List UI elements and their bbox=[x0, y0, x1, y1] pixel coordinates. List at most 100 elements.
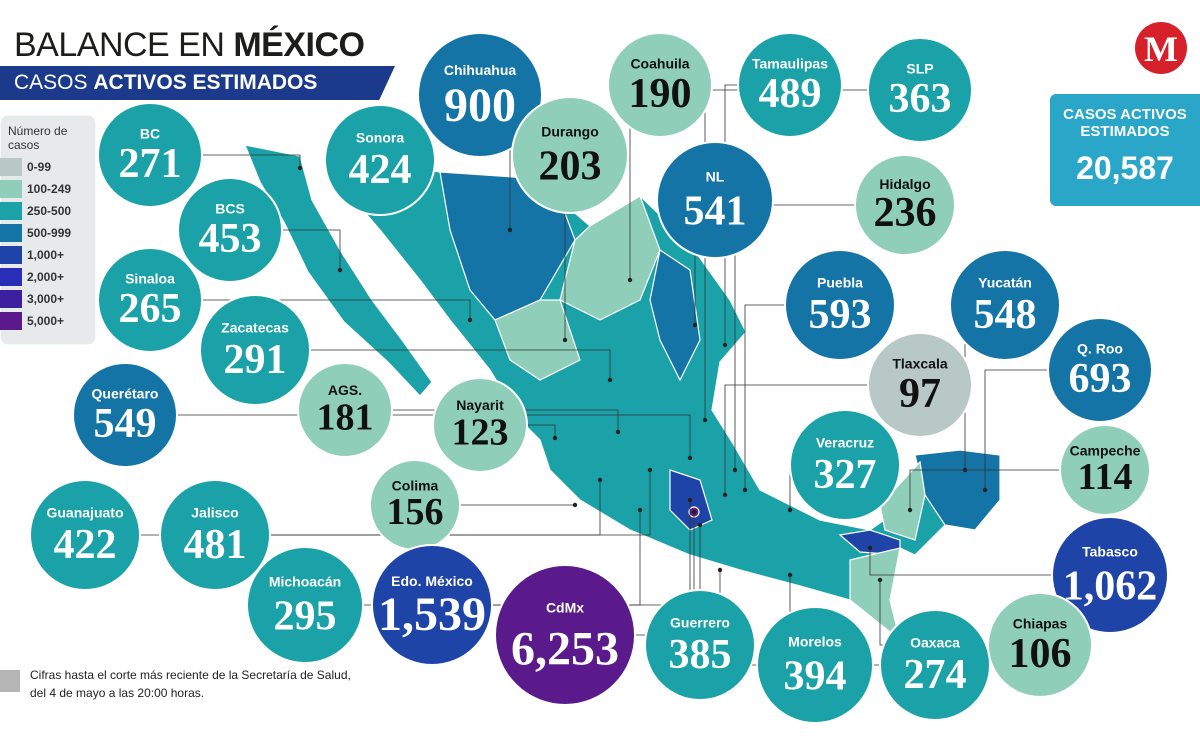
footnote: Cifras hasta el corte más reciente de la… bbox=[30, 668, 351, 700]
state-name: Puebla bbox=[817, 274, 863, 290]
legend: 0-99 100-249 250-500 500-999 1,000+ 2,000+ 3,0… bbox=[0, 158, 71, 330]
state-name: Sonora bbox=[356, 129, 404, 145]
state-bubble bbox=[97, 247, 203, 353]
state-name: BCS bbox=[215, 200, 245, 216]
connector-dot bbox=[572, 502, 578, 508]
legend-label: 1,000+ bbox=[27, 248, 64, 262]
connector-dot bbox=[787, 507, 793, 513]
state-name: Nayarit bbox=[456, 397, 504, 413]
state-bubble bbox=[987, 592, 1093, 698]
connector-dot bbox=[337, 267, 343, 273]
state-value: 593 bbox=[809, 292, 872, 338]
state-bubble bbox=[417, 32, 543, 158]
subtitle-light: CASOS bbox=[14, 71, 88, 94]
logo: M bbox=[1135, 22, 1187, 74]
state-bubble bbox=[511, 96, 629, 214]
state-bubble bbox=[949, 249, 1061, 361]
subtitle-bold: ACTIVOS ESTIMADOS bbox=[93, 71, 318, 94]
legend-label: 3,000+ bbox=[27, 292, 64, 306]
campeche-shape bbox=[879, 460, 926, 541]
connector-dot bbox=[597, 477, 603, 483]
state-name: Hidalgo bbox=[879, 176, 930, 192]
state-name: Tabasco bbox=[1082, 543, 1138, 559]
connector bbox=[255, 349, 611, 380]
state-value: 327 bbox=[814, 452, 877, 498]
state-value: 1,062 bbox=[1063, 563, 1158, 609]
state-name: Coahuila bbox=[630, 55, 689, 71]
legend-swatch bbox=[0, 312, 22, 330]
state-name: Querétaro bbox=[92, 385, 159, 401]
state-name: Sinaloa bbox=[125, 270, 175, 286]
state-name: Chiapas bbox=[1013, 615, 1068, 631]
state-bubble bbox=[199, 294, 311, 406]
legend-label: 250-500 bbox=[27, 204, 71, 218]
state-value: 6,253 bbox=[511, 622, 619, 675]
connector-dot bbox=[742, 487, 748, 493]
state-name: Guerrero bbox=[670, 614, 730, 630]
state-bubble bbox=[756, 606, 874, 724]
state-value: 203 bbox=[539, 143, 602, 189]
state-value: 1,539 bbox=[378, 588, 486, 641]
state-name: Jalisco bbox=[191, 504, 238, 520]
state-bubble bbox=[297, 362, 393, 458]
connector-dot bbox=[692, 322, 698, 328]
footnote-marker bbox=[0, 670, 20, 692]
state-value: 114 bbox=[1078, 456, 1133, 498]
connector-dot bbox=[697, 522, 703, 528]
connector-dot bbox=[607, 377, 613, 383]
chiapas-shape bbox=[849, 547, 902, 642]
state-name: Oaxaca bbox=[910, 634, 960, 650]
connector-dot bbox=[722, 342, 728, 348]
title: BALANCE EN MÉXICO bbox=[14, 26, 365, 65]
connector bbox=[215, 480, 601, 536]
state-bubble bbox=[29, 479, 141, 591]
state-name: Guanajuato bbox=[46, 504, 123, 520]
connector-dot bbox=[552, 435, 558, 441]
connector-dot bbox=[867, 545, 873, 551]
legend-label: 0-99 bbox=[27, 160, 51, 174]
legend-label: 500-999 bbox=[27, 226, 71, 240]
state-name: Zacatecas bbox=[221, 319, 289, 335]
state-bubble bbox=[246, 546, 364, 664]
state-value: 541 bbox=[684, 188, 747, 234]
connector-dot bbox=[877, 577, 883, 583]
connector-dot bbox=[907, 507, 913, 513]
title-bold: MÉXICO bbox=[233, 26, 365, 64]
total-label: CASOS ACTIVOS ESTIMADOS bbox=[1063, 106, 1187, 140]
state-bubble bbox=[177, 177, 283, 283]
connector-dot bbox=[691, 509, 697, 515]
connector-dot bbox=[647, 467, 653, 473]
state-value: 385 bbox=[669, 632, 732, 678]
connector bbox=[909, 469, 1105, 510]
legend-swatch bbox=[0, 224, 22, 242]
subtitle: CASOS ACTIVOS ESTIMADOS bbox=[0, 66, 395, 100]
state-value: 236 bbox=[874, 190, 937, 236]
connector-dot bbox=[687, 497, 693, 503]
state-value: 394 bbox=[784, 653, 847, 699]
state-name: AGS. bbox=[328, 382, 362, 398]
state-bubble bbox=[1059, 424, 1151, 516]
state-name: Veracruz bbox=[816, 434, 874, 450]
state-bubble bbox=[656, 141, 774, 259]
legend-swatch bbox=[0, 268, 22, 286]
state-bubble bbox=[784, 249, 896, 361]
connector-dot bbox=[637, 507, 643, 513]
connector-dot bbox=[562, 337, 568, 343]
legend-swatch bbox=[0, 202, 22, 220]
state-value: 481 bbox=[184, 522, 247, 568]
state-bubble bbox=[607, 32, 713, 138]
connector-dot bbox=[615, 429, 621, 435]
legend-swatch bbox=[0, 290, 22, 308]
state-bubble bbox=[324, 104, 436, 216]
state-value: 271 bbox=[119, 141, 182, 187]
state-bubble bbox=[432, 377, 528, 473]
state-value: 295 bbox=[274, 593, 337, 639]
state-value: 900 bbox=[444, 79, 516, 132]
state-value: 265 bbox=[119, 286, 182, 332]
legend-swatch bbox=[0, 180, 22, 198]
state-name: Colima bbox=[392, 478, 439, 494]
state-value: 181 bbox=[317, 397, 374, 439]
state-name: Edo. México bbox=[391, 573, 473, 589]
connector-dot bbox=[787, 572, 793, 578]
